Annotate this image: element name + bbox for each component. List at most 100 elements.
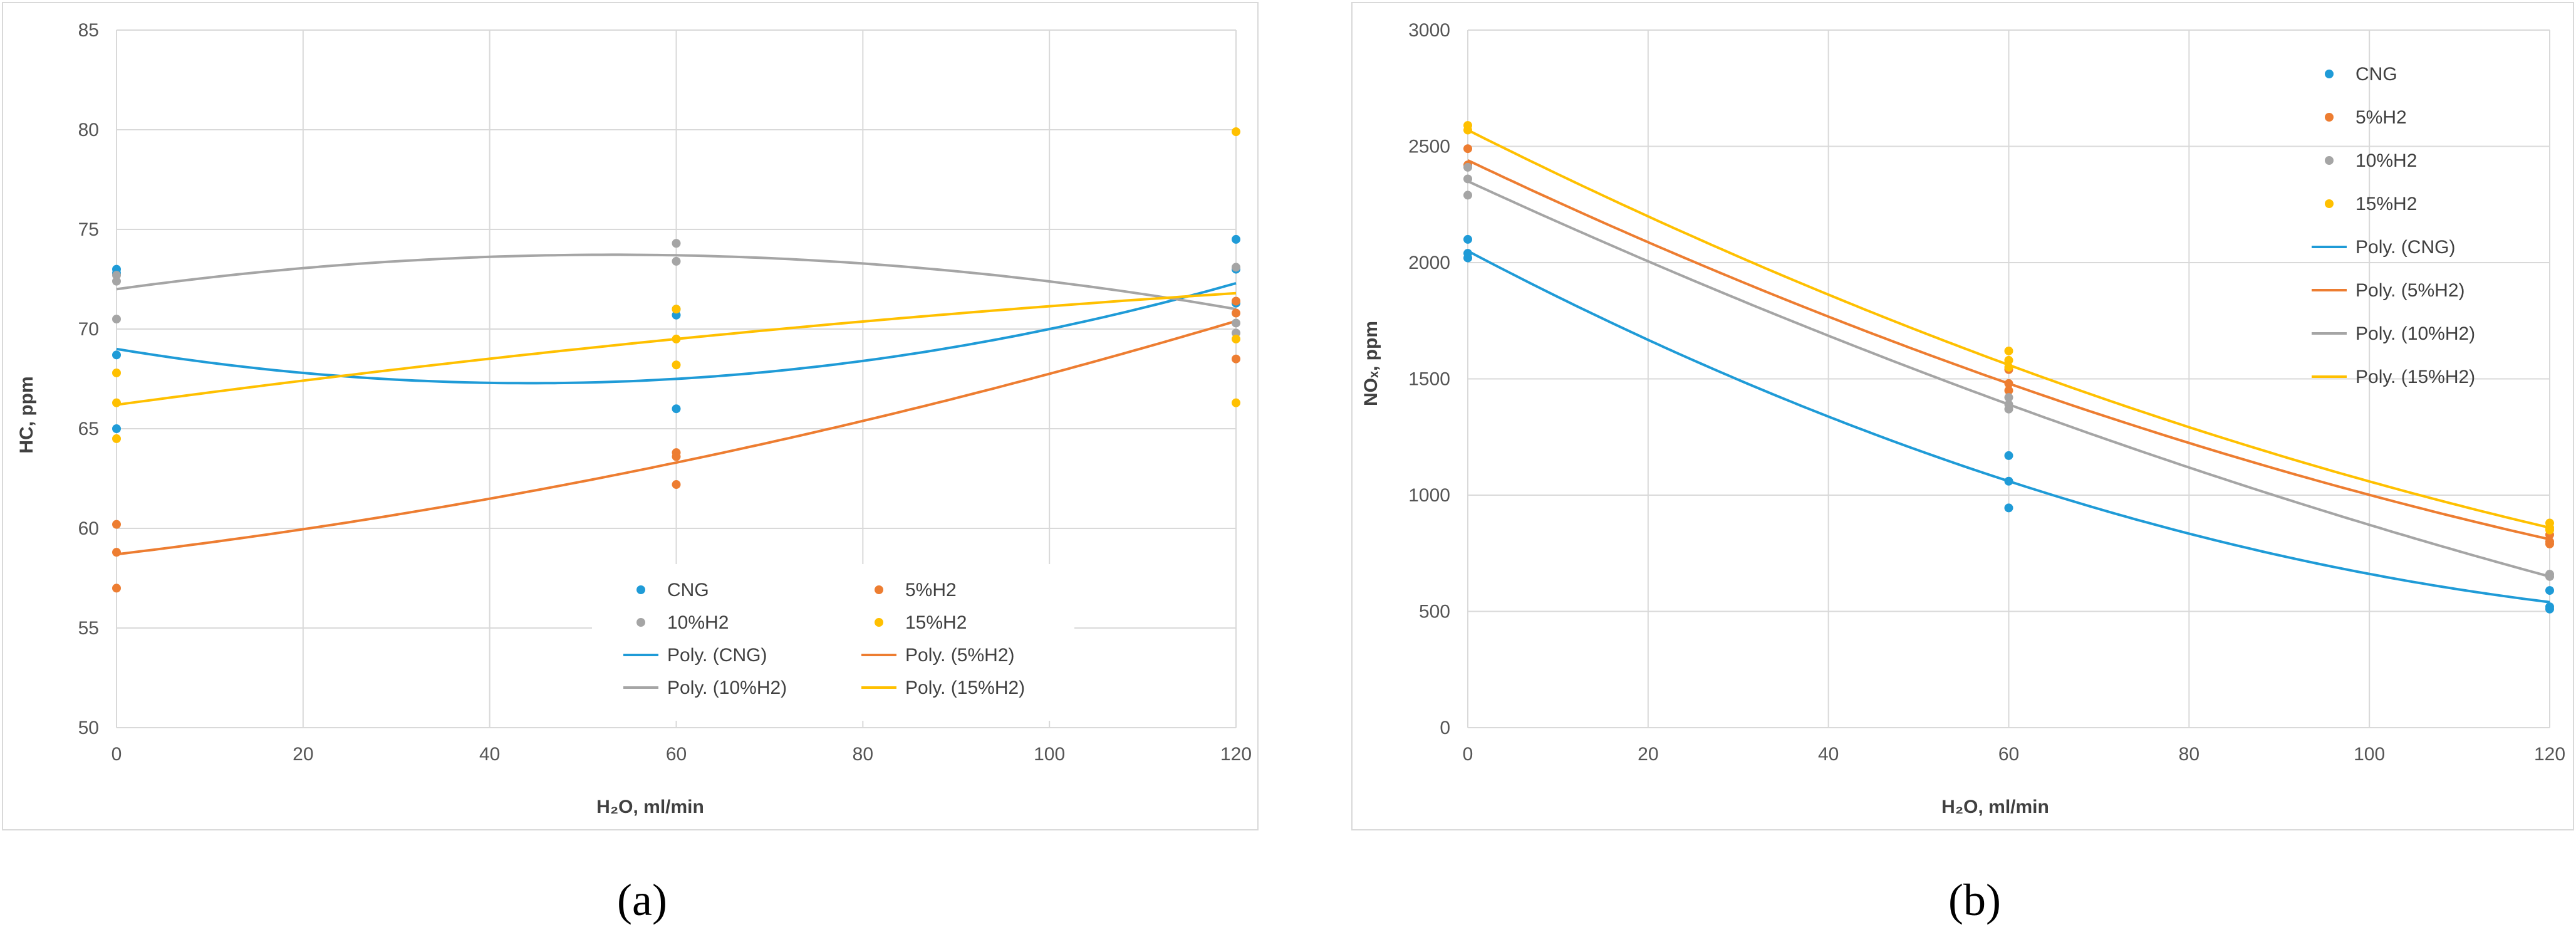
hc-point-15-h2	[1232, 398, 1240, 407]
hc-point-15-h2	[112, 368, 121, 377]
hc-y-tick-label: 70	[78, 319, 99, 340]
hc-y-tick-label: 75	[78, 219, 99, 240]
nox-point-cng	[1463, 234, 1472, 244]
hc-point-10-h2	[1232, 318, 1240, 328]
nox-point-cng	[2004, 451, 2013, 460]
nox-x-tick-label: 20	[1638, 744, 1658, 765]
nox-point-5-h2	[2545, 539, 2554, 548]
hc-point-15-h2	[672, 305, 681, 314]
hc-point-5-h2	[1232, 354, 1240, 364]
nox-point-15-h2	[1463, 125, 1472, 135]
hc-point-cng	[1232, 234, 1240, 244]
hc-point-5-h2	[1232, 308, 1240, 318]
nox-point-10-h2	[2545, 572, 2554, 581]
nox-point-10-h2	[2004, 404, 2013, 414]
hc-point-5-h2	[112, 584, 121, 593]
hc-legend-marker-10-h2	[636, 618, 645, 627]
nox-y-tick-label: 1000	[1408, 485, 1450, 506]
hc-point-15-h2	[1232, 334, 1240, 343]
hc-trendlines	[116, 253, 1237, 556]
nox-point-5-h2	[2004, 379, 2013, 388]
hc-y-tick-label: 50	[78, 718, 99, 738]
nox-point-10-h2	[2004, 393, 2013, 402]
hc-legend-label-15-h2: 15%H2	[905, 612, 967, 633]
nox-legend-label-poly-cng-: Poly. (CNG)	[2355, 237, 2455, 258]
hc-point-10-h2	[672, 239, 681, 248]
hc-legend-marker-15-h2	[875, 618, 883, 627]
hc-legend-marker-5-h2	[875, 585, 883, 594]
hc-legend-label-cng: CNG	[667, 580, 709, 600]
hc-point-5-h2	[1232, 296, 1240, 306]
panel-label-a: (a)	[617, 875, 667, 925]
nox-point-cng	[2545, 604, 2554, 614]
hc-trendline-poly-cng-	[116, 281, 1237, 385]
hc-y-tick-label: 85	[78, 20, 99, 41]
nox-legend-marker-15-h2	[2325, 199, 2334, 208]
nox-legend-marker-10-h2	[2325, 156, 2334, 165]
nox-x-tick-label: 120	[2534, 744, 2565, 765]
nox-legend: CNG 5%H2 10%H2 15%H2 Poly. (CNG) Poly. (5%H2)…	[2312, 64, 2475, 387]
nox-point-cng	[2545, 586, 2554, 595]
nox-legend-label-cng: CNG	[2355, 64, 2397, 85]
nox-y-axis-title: NOₓ, ppm	[1361, 321, 1381, 406]
hc-points	[112, 127, 1240, 593]
hc-x-tick-label: 100	[1034, 744, 1065, 765]
hc-legend-box	[592, 564, 1074, 721]
nox-y-ticks: 0 500 1000 1500 2000 2500 3000	[1408, 20, 1450, 738]
hc-point-15-h2	[112, 434, 121, 443]
hc-point-cng	[112, 424, 121, 433]
nox-point-10-h2	[1463, 191, 1472, 200]
nox-legend-label-poly-5-h2-: Poly. (5%H2)	[2355, 280, 2465, 301]
nox-point-10-h2	[1463, 162, 1472, 172]
nox-legend-marker-5-h2	[2325, 113, 2334, 122]
nox-x-ticks: 0 20 40 60 80 100 120	[1463, 744, 2565, 765]
hc-point-10-h2	[672, 256, 681, 266]
hc-x-tick-label: 0	[112, 744, 122, 765]
hc-point-10-h2	[1232, 263, 1240, 272]
nox-legend-label-10-h2: 10%H2	[2355, 150, 2417, 171]
nox-chart-panel: 0 500 1000 1500 2000 2500 3000 0 20 40 60 80 100 120…	[1351, 2, 2574, 830]
hc-trendline-poly-5-h2-	[116, 320, 1237, 556]
hc-point-10-h2	[112, 276, 121, 286]
nox-y-tick-label: 0	[1440, 718, 1450, 738]
nox-legend-label-poly-10-h2-: Poly. (10%H2)	[2355, 323, 2475, 344]
hc-y-ticks: 50 55 60 65 70 75 80 85	[78, 20, 99, 738]
hc-point-cng	[112, 350, 121, 360]
hc-point-15-h2	[672, 360, 681, 370]
nox-y-tick-label: 500	[1419, 602, 1450, 622]
hc-legend-label-10-h2: 10%H2	[667, 612, 729, 633]
nox-point-15-h2	[2004, 355, 2013, 365]
nox-x-tick-label: 60	[1998, 744, 2019, 765]
hc-legend: CNG 5%H2 10%H2 15%H2 Poly. (CNG) Poly. (5%H2)…	[623, 580, 1025, 698]
hc-chart-panel: 50 55 60 65 70 75 80 85 0 20 40 60 80 100 120 HC, ppm…	[2, 2, 1259, 830]
panel-label-b: (b)	[1948, 875, 2001, 925]
hc-y-tick-label: 80	[78, 120, 99, 140]
nox-legend-label-15-h2: 15%H2	[2355, 194, 2417, 214]
hc-y-tick-label: 60	[78, 518, 99, 539]
hc-legend-label-poly-cng-: Poly. (CNG)	[667, 645, 767, 666]
hc-legend-marker-cng	[636, 585, 645, 594]
hc-x-ticks: 0 20 40 60 80 100 120	[112, 744, 1252, 765]
hc-trendline-poly-10-h2-	[116, 253, 1237, 311]
nox-point-5-h2	[1463, 144, 1472, 154]
nox-point-cng	[1463, 253, 1472, 263]
nox-legend-label-poly-15-h2-: Poly. (15%H2)	[2355, 367, 2475, 387]
nox-x-tick-label: 0	[1463, 744, 1473, 765]
hc-point-5-h2	[112, 520, 121, 529]
nox-point-10-h2	[1463, 174, 1472, 184]
nox-point-15-h2	[2004, 346, 2013, 355]
nox-x-axis-title: H₂O, ml/min	[1941, 797, 2049, 817]
hc-y-tick-label: 55	[78, 618, 99, 639]
nox-points	[1463, 121, 2554, 614]
nox-y-tick-label: 2500	[1408, 137, 1450, 157]
hc-legend-label-poly-15-h2-: Poly. (15%H2)	[905, 678, 1025, 698]
hc-x-tick-label: 60	[666, 744, 687, 765]
hc-point-15-h2	[672, 334, 681, 343]
hc-point-15-h2	[1232, 127, 1240, 137]
hc-point-15-h2	[112, 398, 121, 407]
nox-legend-marker-cng	[2325, 70, 2334, 78]
nox-point-15-h2	[2004, 362, 2013, 372]
nox-x-tick-label: 100	[2354, 744, 2385, 765]
hc-y-axis-title: HC, ppm	[16, 376, 37, 453]
hc-x-tick-label: 120	[1220, 744, 1252, 765]
